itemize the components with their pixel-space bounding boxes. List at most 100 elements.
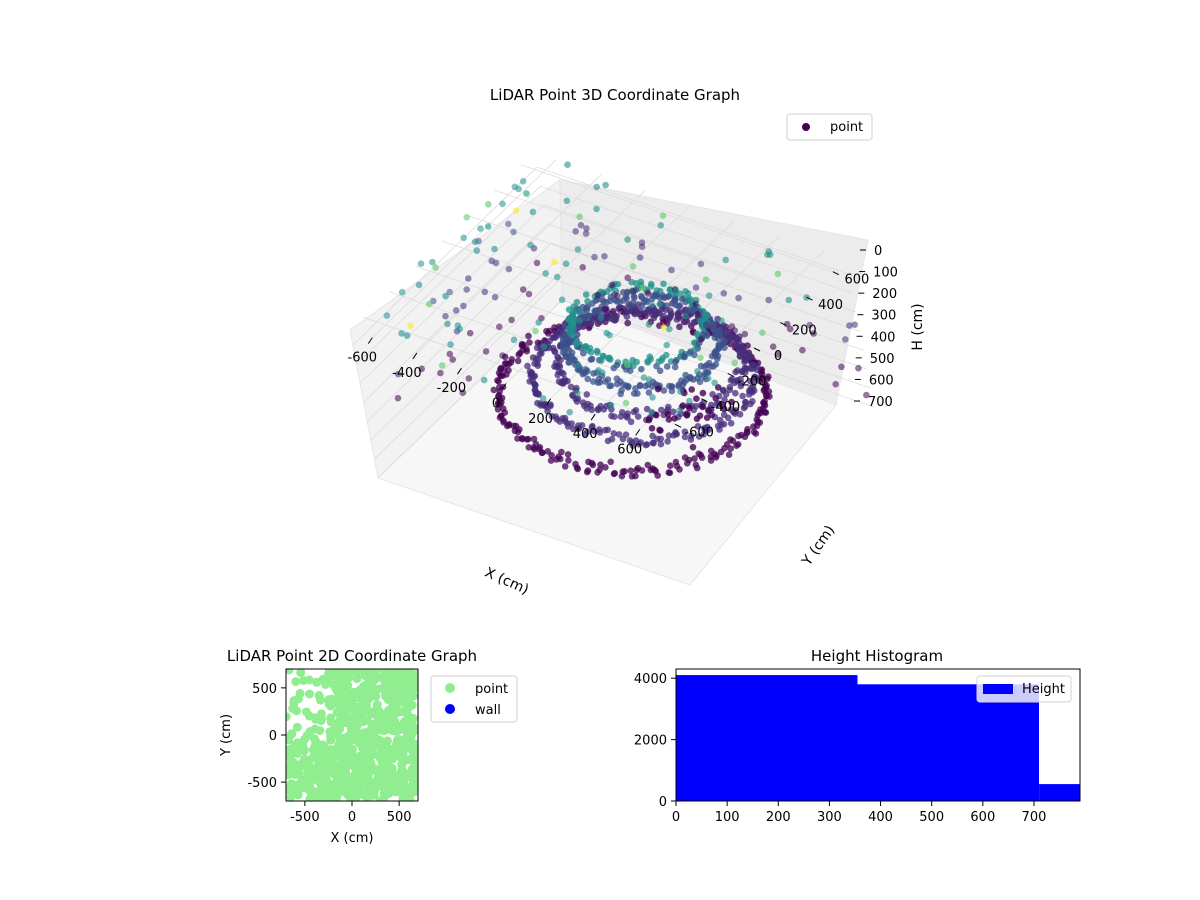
data-point [701, 363, 708, 371]
data-point [540, 402, 548, 409]
data-point [496, 388, 504, 395]
data-point [842, 336, 849, 343]
data-point [644, 461, 652, 469]
x-tick-3d [501, 383, 507, 390]
data-point [626, 437, 634, 444]
grid-line [494, 189, 807, 298]
data-point [624, 236, 631, 243]
data-point [832, 380, 839, 388]
data-point [705, 407, 712, 415]
data-point [597, 357, 605, 364]
data-point [519, 286, 527, 293]
x-tick-3d [457, 367, 462, 375]
data-point [596, 466, 603, 474]
data-point [500, 419, 507, 426]
data-point [485, 201, 492, 208]
data-point [666, 325, 673, 333]
data-point [688, 296, 695, 304]
data-point [520, 341, 527, 349]
data-point [579, 264, 586, 271]
data-point-2d [331, 751, 341, 761]
data-point [774, 351, 782, 358]
data-point [494, 377, 501, 384]
data-point [838, 363, 845, 371]
data-point [663, 302, 671, 310]
data-point [407, 322, 414, 330]
data-point [623, 308, 630, 315]
y-tick-label-2d: 0 [269, 729, 277, 744]
data-point [564, 377, 571, 385]
y-tick-label-3d: -400 [711, 400, 741, 415]
data-point [615, 431, 623, 438]
data-point [394, 370, 402, 378]
data-point-2d [359, 681, 369, 691]
x-tick-label-3d: 600 [617, 442, 642, 457]
data-point [721, 396, 728, 404]
data-point [740, 404, 748, 412]
data-point-2d [286, 669, 294, 675]
data-point [696, 412, 704, 420]
legend-2d: point wall [430, 675, 518, 723]
data-point [640, 374, 648, 381]
data-point [449, 356, 457, 363]
data-point [675, 407, 683, 415]
data-point [761, 398, 768, 405]
y-tick-3d [806, 296, 813, 301]
data-point [648, 425, 656, 432]
data-point-2d [345, 783, 355, 793]
data-point [432, 264, 439, 272]
data-point [608, 281, 616, 289]
data-point [665, 293, 672, 300]
data-point [623, 412, 630, 420]
data-point-2d [292, 742, 302, 752]
data-point [846, 322, 853, 329]
data-point [629, 288, 637, 295]
data-point-2d [305, 782, 315, 791]
histogram-ticks: 0 100 200 300 400 500 600 700 0 2000 4000 [634, 672, 1046, 825]
data-point [693, 395, 700, 403]
data-point [692, 402, 700, 410]
data-point-2d [381, 768, 390, 777]
data-point [639, 284, 647, 292]
data-point [606, 331, 613, 339]
data-point [558, 448, 565, 456]
data-point-2d [360, 735, 370, 745]
data-point [660, 324, 668, 331]
data-point-2d [383, 669, 392, 674]
data-point [554, 273, 561, 281]
data-point [588, 355, 596, 363]
data-point-2d [289, 699, 299, 709]
data-point [465, 275, 472, 282]
data-point [693, 330, 701, 337]
data-point [693, 464, 701, 472]
data-point [728, 398, 735, 406]
data-point-2d [303, 772, 313, 782]
data-point [652, 467, 659, 475]
data-point [624, 274, 631, 282]
data-point-2d [315, 726, 325, 736]
data-point-2d [383, 736, 392, 746]
data-point [648, 408, 655, 416]
data-point-2d [343, 692, 353, 702]
data-point [799, 346, 806, 354]
data-point [694, 311, 701, 318]
data-point [679, 402, 687, 409]
data-point [646, 376, 653, 383]
data-point [638, 294, 646, 301]
data-point [617, 308, 625, 315]
data-point-2d [388, 768, 398, 778]
x-tick-label-3d: -200 [437, 381, 467, 396]
data-point-2d [351, 717, 361, 727]
data-point [769, 343, 777, 351]
data-point-2d [343, 790, 353, 800]
data-point [712, 361, 720, 368]
y-tick-3d [753, 347, 761, 352]
data-point [731, 359, 738, 367]
data-point [731, 327, 738, 334]
data-point [636, 382, 644, 390]
data-point [629, 356, 636, 364]
data-point [755, 409, 762, 417]
data-point [806, 321, 813, 329]
data-point [418, 365, 426, 373]
